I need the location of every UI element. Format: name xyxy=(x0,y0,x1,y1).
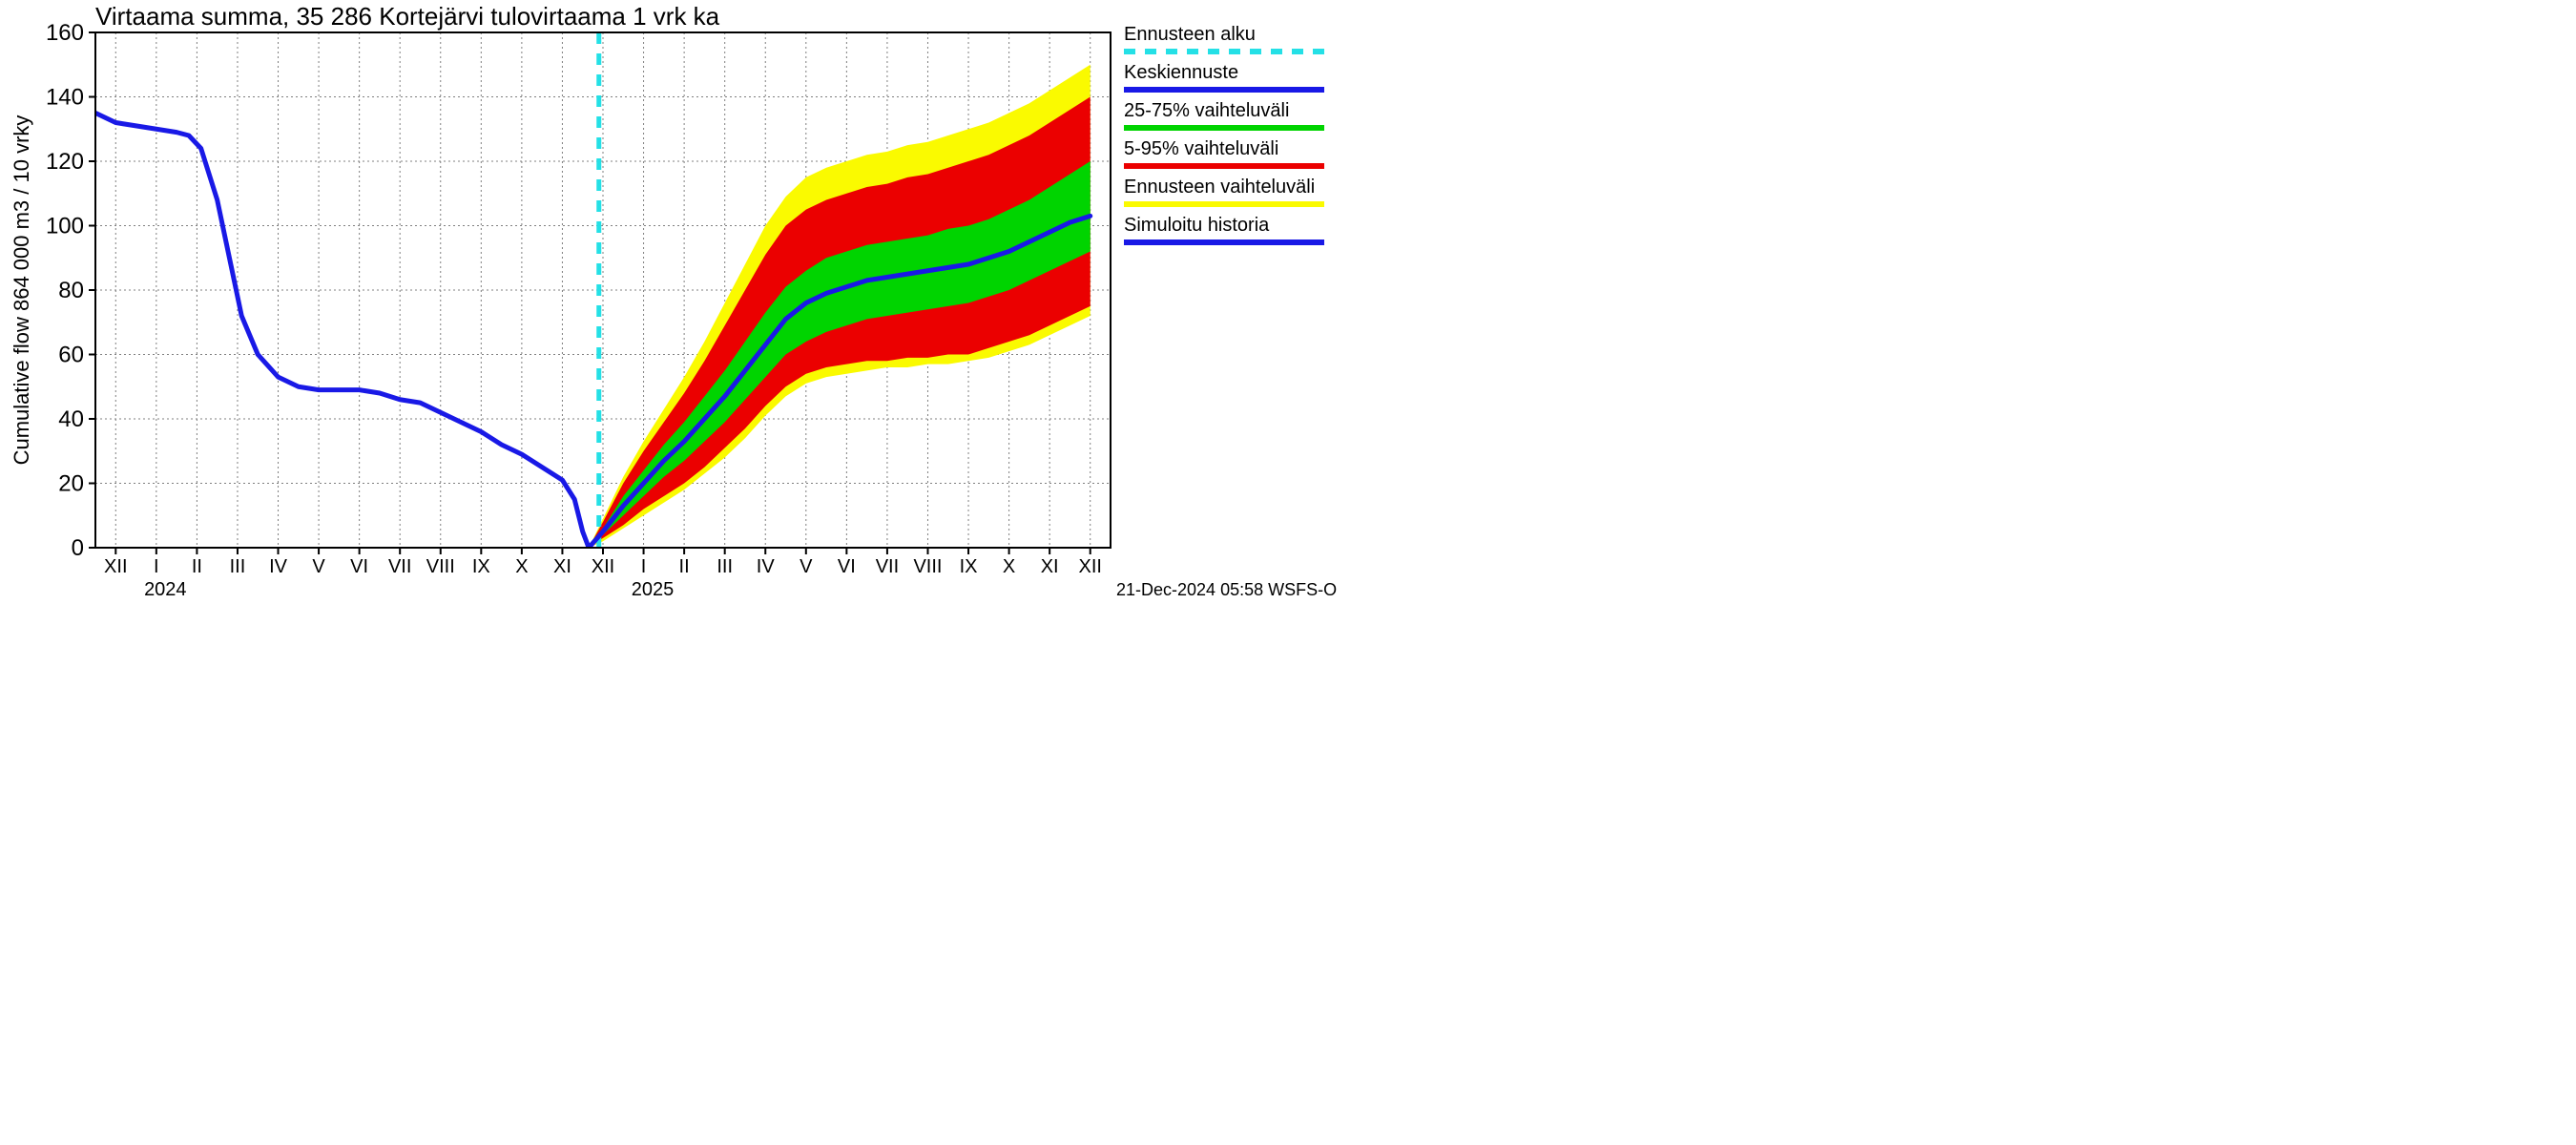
x-tick-label: V xyxy=(800,556,813,577)
x-tick-label: X xyxy=(515,556,528,577)
x-tick-label: II xyxy=(679,556,690,577)
x-tick-label: IX xyxy=(960,556,978,577)
x-year-label: 2024 xyxy=(144,579,187,600)
y-tick-label: 100 xyxy=(46,214,84,239)
legend-label: Ennusteen vaihteluväli xyxy=(1124,177,1315,198)
x-tick-label: VI xyxy=(838,556,856,577)
x-year-label: 2025 xyxy=(632,579,675,600)
chart-svg: 020406080100120140160XIIIIIIIIIVVVIVIIVI… xyxy=(0,0,1431,636)
y-tick-label: 20 xyxy=(58,471,84,497)
y-tick-label: 60 xyxy=(58,343,84,368)
x-tick-label: IV xyxy=(757,556,776,577)
x-tick-label: III xyxy=(717,556,733,577)
x-tick-label: I xyxy=(154,556,159,577)
y-tick-label: 140 xyxy=(46,85,84,111)
x-tick-label: XII xyxy=(1078,556,1101,577)
x-tick-label: XII xyxy=(104,556,127,577)
x-tick-label: VIII xyxy=(913,556,942,577)
x-tick-label: IV xyxy=(269,556,288,577)
y-tick-label: 80 xyxy=(58,278,84,303)
cumulative-flow-chart: 020406080100120140160XIIIIIIIIIVVVIVIIVI… xyxy=(0,0,1431,636)
chart-footer: 21-Dec-2024 05:58 WSFS-O xyxy=(1116,580,1337,599)
legend-label: Ennusteen alku xyxy=(1124,24,1256,45)
legend-label: Keskiennuste xyxy=(1124,62,1238,83)
y-tick-label: 40 xyxy=(58,406,84,432)
x-tick-label: VIII xyxy=(426,556,455,577)
x-tick-label: I xyxy=(641,556,647,577)
x-tick-label: XI xyxy=(553,556,571,577)
x-tick-label: XII xyxy=(592,556,614,577)
x-tick-label: VII xyxy=(388,556,411,577)
x-tick-label: II xyxy=(192,556,202,577)
y-tick-label: 0 xyxy=(72,535,84,561)
x-tick-label: IX xyxy=(472,556,490,577)
legend-label: 25-75% vaihteluväli xyxy=(1124,100,1289,121)
x-tick-label: V xyxy=(312,556,325,577)
legend-label: 5-95% vaihteluväli xyxy=(1124,138,1278,159)
x-tick-label: VII xyxy=(876,556,899,577)
y-axis-label: Cumulative flow 864 000 m3 / 10 vrky xyxy=(10,115,33,466)
x-tick-label: III xyxy=(230,556,246,577)
chart-title: Virtaama summa, 35 286 Kortejärvi tulovi… xyxy=(95,2,720,31)
legend-label: Simuloitu historia xyxy=(1124,215,1270,236)
x-tick-label: XI xyxy=(1041,556,1059,577)
x-tick-label: VI xyxy=(350,556,368,577)
y-tick-label: 160 xyxy=(46,20,84,46)
y-tick-label: 120 xyxy=(46,149,84,175)
x-tick-label: X xyxy=(1003,556,1015,577)
